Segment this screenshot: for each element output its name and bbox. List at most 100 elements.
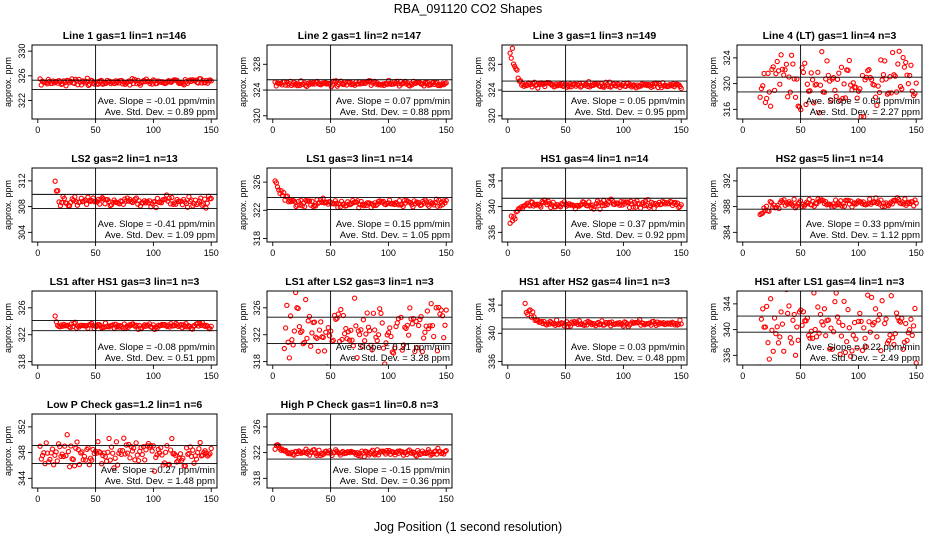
data-point: [78, 450, 84, 456]
data-point: [641, 203, 647, 209]
data-point: [425, 325, 432, 332]
x-tick-label: 50: [91, 248, 101, 258]
data-point: [276, 442, 282, 449]
data-point: [587, 202, 593, 208]
data-point: [316, 447, 322, 453]
data-point: [866, 67, 872, 73]
data-point: [404, 322, 410, 329]
x-tick-label: 100: [851, 125, 866, 135]
y-axis-label: approx. ppm: [3, 426, 13, 476]
data-point: [806, 196, 812, 203]
data-point: [874, 334, 880, 340]
data-point: [143, 323, 149, 329]
data-point: [783, 61, 790, 67]
y-axis-label: approx. ppm: [3, 180, 13, 230]
data-point: [387, 80, 393, 86]
data-point: [889, 49, 896, 56]
data-point: [433, 305, 439, 311]
data-point: [861, 325, 867, 331]
data-point: [95, 438, 101, 445]
data-point: [884, 340, 891, 346]
data-point: [354, 449, 360, 456]
data-point: [816, 330, 822, 336]
data-point: [762, 324, 769, 330]
data-point: [760, 306, 766, 312]
data-point: [758, 316, 765, 322]
data-point: [438, 307, 444, 313]
data-point: [318, 319, 324, 325]
data-point: [770, 64, 776, 70]
data-point: [429, 322, 436, 329]
data-point: [149, 448, 155, 454]
data-point: [306, 313, 313, 320]
data-point: [124, 450, 131, 456]
data-point: [303, 296, 309, 303]
data-point: [800, 309, 807, 315]
data-point: [131, 322, 138, 329]
data-point: [361, 203, 367, 209]
data-point: [382, 361, 388, 365]
data-point: [912, 305, 918, 312]
data-point: [163, 449, 169, 455]
x-tick-label: 150: [909, 248, 924, 258]
data-point: [199, 452, 206, 458]
data-point: [184, 204, 191, 210]
data-point: [52, 178, 58, 184]
data-point: [599, 83, 606, 89]
data-point: [356, 332, 363, 338]
data-point: [783, 364, 787, 365]
data-point: [127, 455, 133, 461]
data-point: [359, 344, 365, 350]
data-point: [415, 322, 422, 329]
data-point: [57, 443, 63, 450]
data-point: [845, 67, 851, 73]
data-point: [424, 308, 431, 314]
data-point: [378, 310, 384, 316]
y-tick-label: 326: [17, 300, 27, 315]
data-point: [895, 61, 901, 67]
data-point: [846, 325, 852, 331]
data-point: [433, 196, 440, 202]
data-point: [542, 83, 548, 90]
data-point: [208, 195, 214, 202]
data-point: [173, 201, 179, 207]
x-tick-label: 50: [326, 125, 336, 135]
y-tick-label: 344: [17, 471, 27, 486]
data-point: [388, 333, 394, 340]
y-tick-label: 384: [722, 225, 732, 240]
data-point: [204, 200, 210, 206]
y-tick-label: 336: [722, 348, 732, 363]
data-point: [108, 444, 115, 450]
data-point: [305, 318, 311, 324]
slope-annotation: Ave. Slope = 0.22 ppm/min: [806, 342, 920, 353]
data-point: [892, 73, 898, 79]
data-point: [858, 318, 864, 325]
panel-title: Line 4 (LT) gas=1 lin=4 n=3: [763, 30, 897, 42]
data-point: [65, 448, 72, 455]
data-point: [390, 350, 397, 356]
data-point: [758, 85, 765, 92]
data-point: [792, 352, 799, 358]
data-point: [771, 315, 778, 321]
data-point: [85, 82, 92, 89]
data-point: [75, 446, 81, 453]
y-tick-label: 388: [722, 199, 732, 214]
data-point: [167, 447, 174, 453]
data-point: [343, 325, 349, 332]
panel-title: LS2 gas=2 lin=1 n=13: [71, 153, 178, 165]
data-point: [840, 322, 846, 329]
data-point: [285, 339, 291, 345]
data-point: [332, 198, 339, 204]
data-point: [790, 317, 796, 323]
y-axis-label: approx. ppm: [238, 426, 248, 476]
data-point: [292, 82, 298, 88]
data-point: [87, 322, 94, 328]
data-point: [838, 198, 844, 204]
std-dev-annotation: Ave. Std. Dev. = 0.92 ppm: [575, 230, 685, 241]
data-point: [509, 45, 516, 51]
data-point: [836, 319, 842, 325]
data-points: [758, 291, 919, 365]
data-point: [882, 320, 888, 327]
data-point: [199, 202, 205, 208]
data-point: [86, 462, 92, 468]
